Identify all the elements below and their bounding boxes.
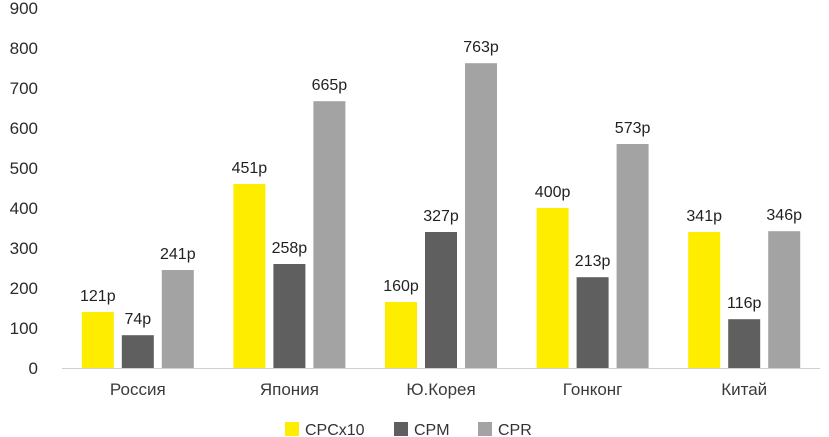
data-label: 400р <box>535 184 571 201</box>
bar-cpr-0 <box>161 270 194 368</box>
bar-cpm-4 <box>728 319 761 368</box>
data-label: 116р <box>727 295 762 312</box>
bar-cpr-3 <box>616 144 649 368</box>
bar-cpm-3 <box>576 277 609 368</box>
x-tick-label: Ю.Корея <box>406 380 475 399</box>
data-label: 241р <box>160 246 196 263</box>
bar-cpcx10-2 <box>385 302 417 368</box>
y-tick-label: 600 <box>10 119 38 138</box>
data-label: 258р <box>272 240 308 257</box>
data-label: 346р <box>766 207 802 224</box>
y-tick-label: 400 <box>10 199 38 218</box>
bar-cpcx10-4 <box>688 232 721 368</box>
legend-label: CPR <box>498 422 532 437</box>
data-label: 341р <box>686 208 722 225</box>
data-label: 160р <box>383 278 419 295</box>
legend-swatch <box>285 422 299 436</box>
y-tick-label: 300 <box>10 239 38 258</box>
data-label: 121р <box>80 288 116 305</box>
y-axis: 0 100 200 300 400 500 600 700 800 900 <box>10 0 38 378</box>
data-label: 763р <box>463 39 499 56</box>
bar-cpcx10-3 <box>536 208 569 368</box>
bar-cpm-2 <box>425 232 457 368</box>
x-tick-label: Россия <box>110 380 166 399</box>
data-label: 665р <box>312 77 348 94</box>
legend-label: CPM <box>414 422 450 437</box>
bar-cpr-4 <box>768 231 801 368</box>
bars: 121р 74р 241р 451р 258р 665р 160р 327р 763р 400р 2… <box>80 39 802 368</box>
y-tick-label: 800 <box>10 39 38 58</box>
x-tick-label: Китай <box>721 380 767 399</box>
y-tick-label: 500 <box>10 159 38 178</box>
legend-swatch <box>478 422 492 436</box>
data-label: 451р <box>232 160 268 177</box>
y-tick-label: 100 <box>10 319 38 338</box>
bar-cpm-0 <box>121 335 154 368</box>
y-tick-label: 200 <box>10 279 38 298</box>
bar-cpm-1 <box>273 264 306 368</box>
legend-label: CPCx10 <box>305 422 365 437</box>
x-axis: Россия Япония Ю.Корея Гонконг Китай <box>62 368 820 399</box>
bar-cpcx10-1 <box>233 184 266 368</box>
y-tick-label: 0 <box>29 359 38 378</box>
x-tick-label: Гонконг <box>563 380 623 399</box>
y-tick-label: 700 <box>10 79 38 98</box>
data-label: 327р <box>423 208 459 225</box>
bar-cpr-1 <box>313 101 346 368</box>
data-label: 213р <box>575 253 611 270</box>
y-tick-label: 900 <box>10 0 38 18</box>
legend-swatch <box>394 422 408 436</box>
legend: CPCx10 CPM CPR <box>285 422 532 437</box>
bar-cpr-2 <box>465 63 497 368</box>
x-tick-label: Япония <box>260 380 319 399</box>
bar-cpcx10-0 <box>81 312 114 368</box>
data-label: 74р <box>124 311 151 328</box>
data-label: 573р <box>615 120 651 137</box>
